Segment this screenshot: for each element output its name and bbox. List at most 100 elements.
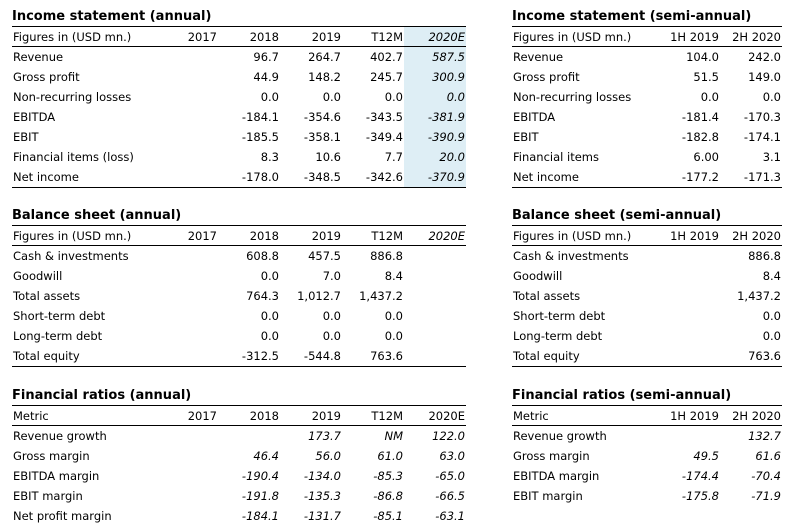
table-header-row: Figures in (USD mn.) 1H 2019 2H 2020 <box>512 225 782 246</box>
table-cell: -63.1 <box>435 509 465 523</box>
table-cell <box>664 346 720 367</box>
table-cell: 0.0 <box>700 90 719 104</box>
table-cell <box>404 266 466 286</box>
row-label: EBITDA margin <box>13 469 100 483</box>
header-label: Figures in (USD mn.) <box>12 26 162 47</box>
table-cell: 149.0 <box>748 70 781 84</box>
header-label: Figures in (USD mn.) <box>12 225 162 246</box>
table-row-short-term-debt: Short-term debt 0.0 <box>512 306 782 326</box>
table-cell <box>162 107 218 127</box>
table-cell: -174.4 <box>681 469 719 483</box>
table-cell: 132.7 <box>748 429 781 443</box>
table-row-net-income: Net income -177.2 -171.3 <box>512 167 782 188</box>
table-cell: 0.0 <box>762 309 781 323</box>
row-label: Gross margin <box>513 449 590 463</box>
row-label: Non-recurring losses <box>513 90 632 104</box>
section-title: Income statement (semi-annual) <box>512 9 752 24</box>
row-label: Net profit margin <box>13 509 112 523</box>
table-cell: 0.0 <box>384 309 403 323</box>
row-label: Gross margin <box>13 449 90 463</box>
table-cell <box>162 246 218 267</box>
row-label: EBITDA <box>513 110 556 124</box>
table-cell <box>404 286 466 306</box>
table-row-net-profit-margin: Net profit margin -184.1 -131.7 -85.1 -63.1 <box>12 506 466 526</box>
row-label: EBIT <box>513 130 539 144</box>
row-label: EBITDA margin <box>513 469 600 483</box>
row-label: Total equity <box>512 346 664 367</box>
table-cell: -354.6 <box>303 110 341 124</box>
table-cell: 763.6 <box>720 346 782 367</box>
column-header: 2H 2020 <box>720 26 782 47</box>
table-cell: 0.0 <box>762 329 781 343</box>
table-row-net-income: Net income -178.0 -348.5 -342.6 -370.9 <box>12 167 466 188</box>
table-row-revenue: Revenue 104.0 242.0 <box>512 47 782 68</box>
table-cell <box>664 286 720 306</box>
row-label: Gross profit <box>13 70 80 84</box>
column-header: 2020E <box>404 225 466 246</box>
table-cell: 104.0 <box>686 50 719 64</box>
column-header: 2017 <box>162 405 218 426</box>
table-cell: 300.9 <box>404 67 466 87</box>
table-row-ebit-margin: EBIT margin -175.8 -71.9 <box>512 486 782 506</box>
left-ratios-block: Financial ratios (annual) Metric 2017 2018 2… <box>12 387 466 526</box>
table-cell: 0.0 <box>260 329 279 343</box>
ratios-table: Metric 1H 2019 2H 2020 Revenue growth 132.7 G… <box>512 405 782 506</box>
table-cell: NM <box>384 429 403 443</box>
table-cell <box>162 346 218 367</box>
table-row-total-equity: Total equity -312.5 -544.8 763.6 <box>12 346 466 367</box>
table-cell: 20.0 <box>404 147 466 167</box>
table-cell <box>404 246 466 267</box>
column-header: 2H 2020 <box>720 225 782 246</box>
table-cell: -177.2 <box>664 167 720 188</box>
table-row-short-term-debt: Short-term debt 0.0 0.0 0.0 <box>12 306 466 326</box>
table-cell: 1,437.2 <box>737 289 781 303</box>
table-cell: 0.0 <box>322 329 341 343</box>
table-cell: -71.9 <box>751 489 781 503</box>
table-cell: 0.0 <box>762 90 781 104</box>
row-label: Total assets <box>513 289 581 303</box>
balance-table: Figures in (USD mn.) 1H 2019 2H 2020 Cash &… <box>512 225 782 367</box>
table-cell <box>162 47 218 68</box>
table-cell: -342.6 <box>342 167 404 188</box>
table-cell <box>162 87 218 107</box>
table-cell: -175.8 <box>681 489 719 503</box>
row-label: Long-term debt <box>513 329 603 343</box>
table-row-cash-and-investments: Cash & investments 886.8 <box>512 246 782 267</box>
table-cell: 0.0 <box>260 309 279 323</box>
table-row-ebit-margin: EBIT margin -191.8 -135.3 -86.8 -66.5 <box>12 486 466 506</box>
column-header: 2018 <box>218 26 280 47</box>
row-label: Gross profit <box>513 70 580 84</box>
table-cell: 122.0 <box>432 429 465 443</box>
table-cell <box>162 67 218 87</box>
table-cell <box>162 286 218 306</box>
table-cell: -358.1 <box>303 130 341 144</box>
row-label: Revenue <box>13 50 64 64</box>
table-header-row: Figures in (USD mn.) 2017 2018 2019 T12M 2020… <box>12 225 466 246</box>
table-cell: 56.0 <box>315 449 341 463</box>
row-label: Financial items <box>513 150 599 164</box>
table-cell: -66.5 <box>435 489 465 503</box>
column-header: T12M <box>342 405 404 426</box>
table-cell: 402.7 <box>370 50 403 64</box>
table-cell: -381.9 <box>404 107 466 127</box>
table-cell: -70.4 <box>751 469 781 483</box>
table-cell: 0.0 <box>260 90 279 104</box>
table-row-long-term-debt: Long-term debt 0.0 <box>512 326 782 346</box>
column-header: 1H 2019 <box>664 26 720 47</box>
column-header: T12M <box>342 26 404 47</box>
section-title: Income statement (annual) <box>12 9 212 24</box>
row-label: Total assets <box>13 289 81 303</box>
column-header: 2017 <box>162 225 218 246</box>
right-ratios-block: Financial ratios (semi-annual) Metric 1H 2… <box>512 387 782 506</box>
table-cell: 764.3 <box>246 289 279 303</box>
table-cell: -134.0 <box>303 469 341 483</box>
table-cell: 457.5 <box>308 249 341 263</box>
row-label: Net income <box>512 167 664 188</box>
table-cell: -135.3 <box>303 489 341 503</box>
table-row-total-assets: Total assets 1,437.2 <box>512 286 782 306</box>
row-label: Non-recurring losses <box>13 90 132 104</box>
row-label: Total equity <box>12 346 162 367</box>
row-label: Goodwill <box>513 269 563 283</box>
table-cell <box>404 306 466 326</box>
table-cell: -170.3 <box>743 110 781 124</box>
